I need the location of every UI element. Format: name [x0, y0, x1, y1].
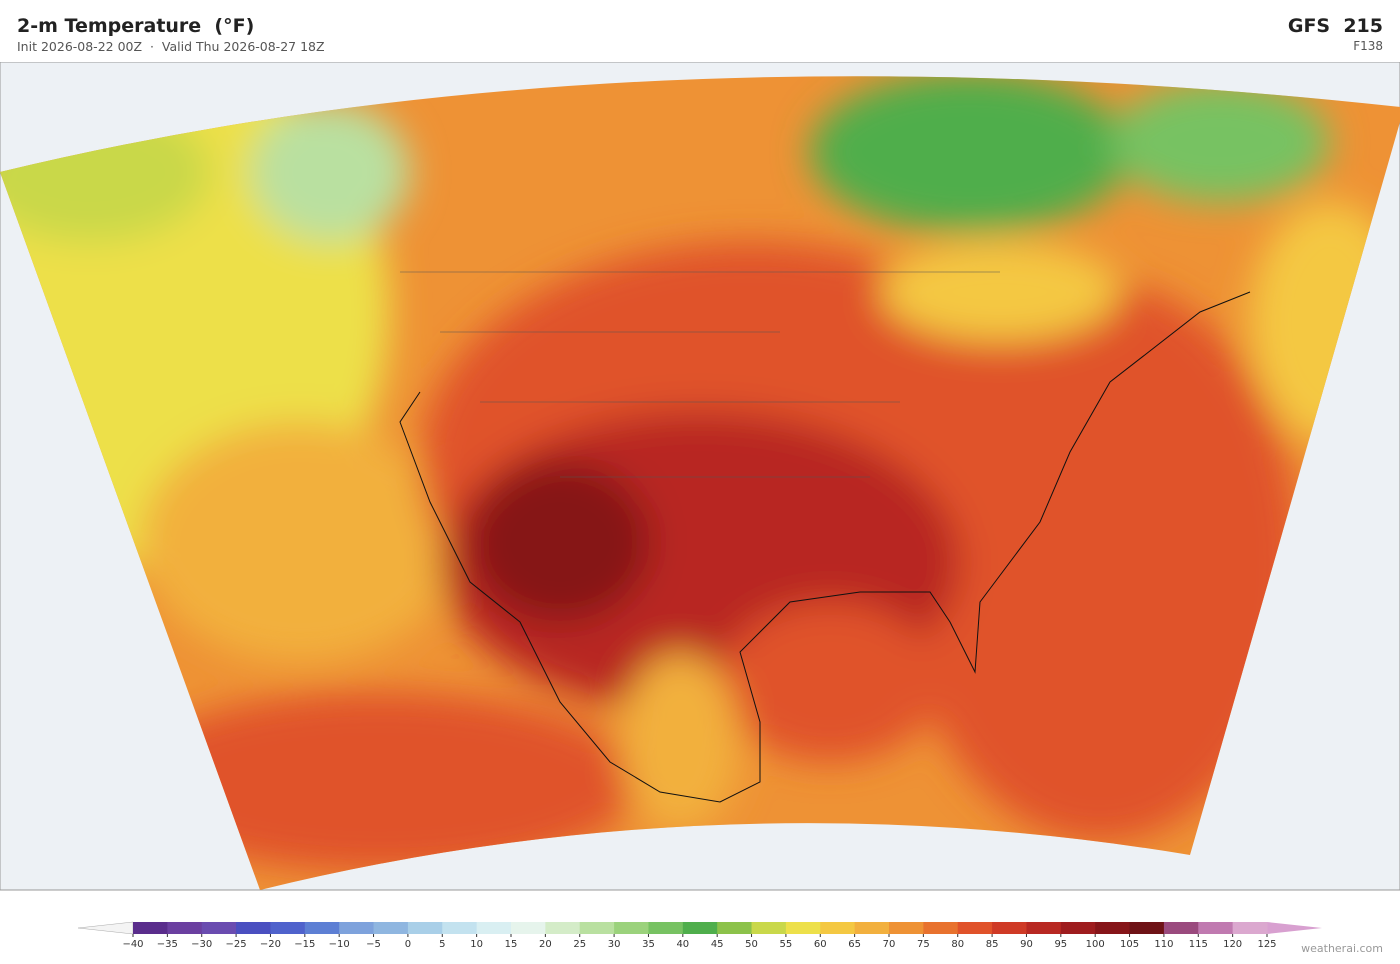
colorbar-tick-label: 110 — [1154, 939, 1173, 950]
colorbar-tick-label: 120 — [1223, 939, 1242, 950]
colorbar-bin — [201, 922, 237, 934]
colorbar-bin — [1095, 922, 1131, 934]
colorbar-bin — [957, 922, 993, 934]
colorbar-bin — [889, 922, 924, 934]
colorbar-bin — [1232, 922, 1268, 934]
temperature-field — [0, 76, 1400, 891]
colorbar-tick-label: −5 — [366, 939, 381, 950]
watermark: weatherai.com — [1301, 942, 1383, 955]
colorbar-tick-label: 45 — [711, 939, 724, 950]
colorbar-bin — [545, 922, 581, 934]
colorbar-tick-label: 75 — [917, 939, 930, 950]
colorbar-bin — [442, 922, 478, 934]
state-borders — [400, 271, 1000, 478]
colorbar-bin — [236, 922, 271, 934]
colorbar-tick-label: 10 — [470, 939, 483, 950]
colorbar-tick-label: 85 — [986, 939, 999, 950]
colorbar-tick-label: 40 — [676, 939, 689, 950]
colorbar-tick-label: −30 — [191, 939, 212, 950]
colorbar-bin — [854, 922, 890, 934]
colorbar-bin — [1163, 922, 1199, 934]
colorbar-tick-label: 65 — [848, 939, 861, 950]
colorbar-bin — [751, 922, 787, 934]
colorbar-tick-label: 115 — [1189, 939, 1208, 950]
colorbar-bin — [1026, 922, 1062, 934]
colorbar-tick-label: 100 — [1086, 939, 1105, 950]
colorbar-bin — [270, 922, 306, 934]
colorbar-bin — [407, 922, 443, 934]
colorbar-bin — [476, 922, 512, 934]
colorbar-bin — [304, 922, 340, 934]
colorbar-tick-label: 25 — [573, 939, 586, 950]
title: 2-m Temperature (°F) — [17, 15, 255, 37]
colorbar-tick-label: −25 — [226, 939, 247, 950]
model-label: GFS 215 — [1287, 15, 1383, 37]
colorbar-tick-label: 60 — [814, 939, 827, 950]
colorbar-bin — [785, 922, 821, 934]
colorbar-tick-label: 50 — [745, 939, 758, 950]
colorbar-bin — [923, 922, 959, 934]
colorbar-tick-label: 0 — [405, 939, 411, 950]
colorbar-bin — [1129, 922, 1165, 934]
colorbar-tick-label: 125 — [1257, 939, 1276, 950]
colorbar: −40 −35 −30 −25 −20 −15 −10 −5 0 5 10 15 20 25 30 35 40 4… — [77, 921, 1322, 950]
colorbar-bin — [511, 922, 546, 934]
colorbar-tick-label: −20 — [260, 939, 281, 950]
colorbar-tick-label: 90 — [1020, 939, 1033, 950]
coastline — [399, 291, 1251, 803]
colorbar-tick-label: −40 — [122, 939, 143, 950]
colorbar-bin — [820, 922, 856, 934]
subtitle: Init 2026-08-22 00Z · Valid Thu 2026-08-… — [17, 39, 325, 54]
colorbar-bin — [717, 922, 753, 934]
colorbar-tick-label: 105 — [1120, 939, 1139, 950]
colorbar-bin — [373, 922, 409, 934]
colorbar-bin — [167, 922, 203, 934]
colorbar-bin — [339, 922, 375, 934]
colorbar-tick-label: 5 — [439, 939, 445, 950]
map — [0, 62, 1400, 891]
colorbar-bin — [614, 922, 649, 934]
colorbar-over — [1267, 922, 1322, 934]
colorbar-tick-label: 80 — [951, 939, 964, 950]
colorbar-bin — [648, 922, 684, 934]
colorbar-bin — [579, 922, 615, 934]
colorbar-tick-label: 15 — [505, 939, 518, 950]
colorbar-bin — [1198, 922, 1234, 934]
forecast-hour: F138 — [1353, 39, 1383, 53]
colorbar-tick-label: 35 — [642, 939, 655, 950]
colorbar-tick-label: 95 — [1054, 939, 1067, 950]
colorbar-tick-label: 20 — [539, 939, 552, 950]
colorbar-tick-label: −15 — [294, 939, 315, 950]
colorbar-tick-label: 55 — [780, 939, 793, 950]
colorbar-under — [77, 921, 134, 935]
colorbar-tick-label: 70 — [883, 939, 896, 950]
colorbar-tick-label: 30 — [608, 939, 621, 950]
colorbar-tick-label: −35 — [157, 939, 178, 950]
colorbar-bin — [682, 922, 718, 934]
colorbar-bin — [133, 922, 168, 934]
colorbar-tick-label: −10 — [329, 939, 350, 950]
colorbar-bin — [992, 922, 1027, 934]
colorbar-bin — [1060, 922, 1096, 934]
